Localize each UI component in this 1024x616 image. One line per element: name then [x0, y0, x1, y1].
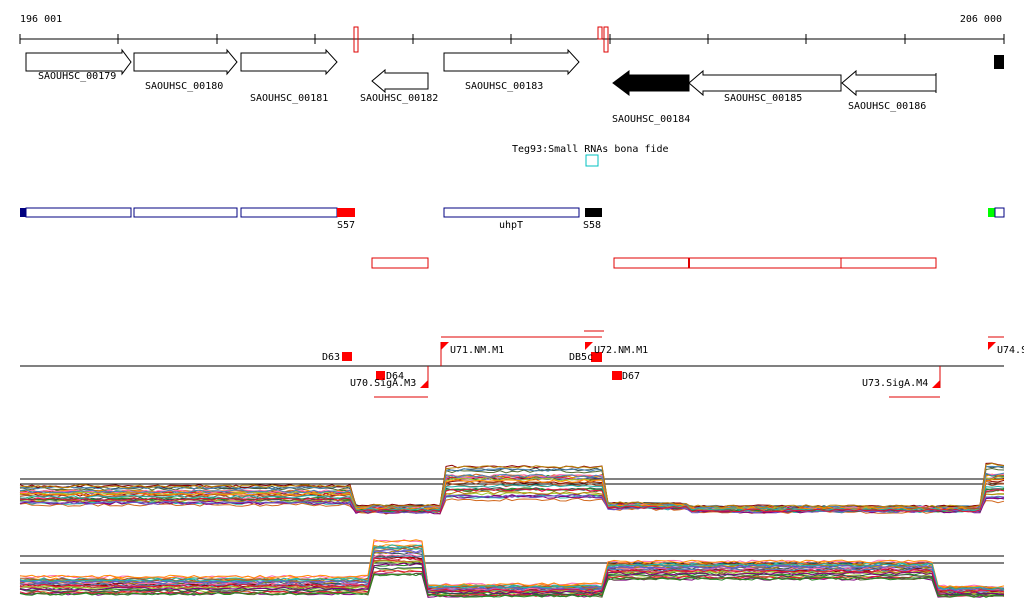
- expression-profile-line: [19, 566, 1005, 597]
- expression-profile-line: [19, 562, 1005, 595]
- segment-flag-u72[interactable]: [585, 342, 593, 350]
- expression-panel-bottom: [19, 539, 1005, 598]
- ruler-marker[interactable]: [597, 26, 603, 40]
- ruler-ticks: [19, 34, 1005, 44]
- expression-profile-line: [19, 484, 1005, 512]
- coordinate-ruler: 196 001 206 000: [19, 14, 1005, 53]
- expression-profile-line: [19, 572, 1005, 598]
- gene-arrow-00184[interactable]: [612, 70, 690, 96]
- operon-label-uhpt: uhpT: [499, 220, 523, 231]
- operon-marker-s58[interactable]: [585, 208, 602, 217]
- segment-d63[interactable]: [342, 352, 352, 361]
- segment-d67[interactable]: [612, 371, 622, 380]
- ruler-marker[interactable]: [603, 26, 609, 53]
- operon-box[interactable]: [240, 207, 338, 218]
- expression-profile-line: [19, 546, 1005, 591]
- gene-label-00180: SAOUHSC_00180: [145, 81, 223, 92]
- segment-flag-u70[interactable]: [420, 380, 428, 388]
- gene-arrow-00182[interactable]: [371, 68, 429, 94]
- expression-bottom-profiles: [19, 539, 1005, 598]
- transcript-track: [371, 257, 937, 269]
- gene-arrow-00183[interactable]: [443, 48, 580, 76]
- expression-top-profiles: [19, 462, 1005, 515]
- segment-label-d65: DB5c: [569, 352, 593, 363]
- operon-end-green[interactable]: [988, 208, 995, 217]
- gene-label-00181: SAOUHSC_00181: [250, 93, 328, 104]
- operon-end-box[interactable]: [994, 207, 1005, 218]
- gene-arrow-00186[interactable]: [841, 69, 937, 97]
- gene-label-00185: SAOUHSC_00185: [724, 93, 802, 104]
- expression-profile-line: [19, 539, 1005, 589]
- expression-profile-line: [19, 548, 1005, 592]
- segment-label-d67: D67: [622, 371, 640, 382]
- segment-d65[interactable]: [591, 352, 602, 362]
- expression-profile-line: [19, 488, 1005, 513]
- segment-flag-u74[interactable]: [988, 342, 996, 350]
- gene-label-00186: SAOUHSC_00186: [848, 101, 926, 112]
- ruler-start-label: 196 001: [20, 14, 62, 25]
- operon-start-cap: [20, 208, 26, 217]
- gene-track: SAOUHSC_00179 SAOUHSC_00180 SAOUHSC_0018…: [25, 48, 1004, 125]
- gene-arrow-00181[interactable]: [240, 48, 338, 76]
- segment-label-d64: D64: [386, 371, 404, 382]
- expression-profile-line: [19, 476, 1005, 511]
- gene-label-00179: SAOUHSC_00179: [38, 71, 116, 82]
- operon-track: S57 uhpT S58: [20, 207, 1005, 231]
- gene-arrow-00185[interactable]: [688, 69, 842, 97]
- operon-label-s58: S58: [583, 220, 601, 231]
- segment-label-u74: U74.S: [997, 345, 1024, 356]
- expression-profile-line: [19, 494, 1005, 514]
- gene-label-00182: SAOUHSC_00182: [360, 93, 438, 104]
- expression-profile-line: [19, 539, 1005, 589]
- srna-track: Teg93:Small RNAs bona fide: [512, 144, 669, 167]
- srna-label: Teg93:Small RNAs bona fide: [512, 144, 669, 155]
- gene-label-00184: SAOUHSC_00184: [612, 114, 690, 125]
- expression-profile-line: [19, 556, 1005, 594]
- segment-flag-u73[interactable]: [932, 380, 940, 388]
- segment-label-u70: U70.SigA.M3: [350, 378, 416, 389]
- segment-label-u71: U71.NM.M1: [450, 345, 504, 356]
- operon-box-uhpt[interactable]: [443, 207, 580, 218]
- gene-arrow-edge-fragment[interactable]: [994, 55, 1004, 69]
- ruler-marker[interactable]: [353, 26, 359, 53]
- segment-track: D63 D64 DB5c D67 U71.NM.M1 U72.NM.M1 U74…: [20, 330, 1024, 398]
- segment-label-u73: U73.SigA.M4: [862, 378, 928, 389]
- segment-label-u72: U72.NM.M1: [594, 345, 648, 356]
- expression-profile-line: [19, 462, 1005, 509]
- expression-profile-line: [19, 472, 1005, 510]
- expression-profile-line: [19, 572, 1005, 598]
- ruler-end-label: 206 000: [960, 14, 1002, 25]
- expression-panel-top: [19, 462, 1005, 515]
- operon-marker-s57[interactable]: [337, 208, 355, 217]
- segment-flag-u71[interactable]: [441, 342, 449, 350]
- expression-profile-line: [19, 478, 1005, 511]
- gene-arrow-00180[interactable]: [133, 48, 238, 76]
- srna-feature[interactable]: [585, 154, 599, 167]
- operon-box[interactable]: [25, 207, 132, 218]
- transcript-box[interactable]: [613, 257, 937, 269]
- transcript-box[interactable]: [371, 257, 429, 269]
- segment-label-d63: D63: [322, 352, 340, 363]
- operon-label-s57: S57: [337, 220, 355, 231]
- gene-label-00183: SAOUHSC_00183: [465, 81, 543, 92]
- gene-arrow-00179[interactable]: [25, 48, 132, 76]
- operon-box[interactable]: [133, 207, 238, 218]
- segment-d64[interactable]: [376, 371, 385, 380]
